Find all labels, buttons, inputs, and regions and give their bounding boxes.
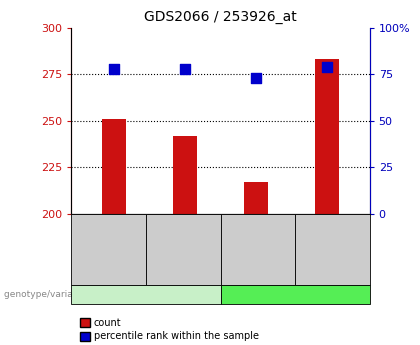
- Text: GSM37652: GSM37652: [179, 225, 188, 274]
- Text: miR319a transgenic: miR319a transgenic: [246, 289, 344, 299]
- Bar: [173, 136, 197, 214]
- Point: [253, 75, 260, 81]
- Bar: [244, 182, 268, 214]
- Text: count: count: [94, 318, 121, 327]
- Text: percentile rank within the sample: percentile rank within the sample: [94, 332, 259, 341]
- Text: GSM37654: GSM37654: [328, 225, 337, 274]
- Text: genotype/variation  ▶: genotype/variation ▶: [4, 289, 103, 299]
- Point: [181, 66, 188, 71]
- Bar: [102, 119, 126, 214]
- Text: control: control: [129, 289, 163, 299]
- Title: GDS2066 / 253926_at: GDS2066 / 253926_at: [144, 10, 297, 24]
- Point: [110, 66, 117, 71]
- Bar: [315, 59, 339, 214]
- Text: GSM37653: GSM37653: [253, 225, 262, 274]
- Text: GSM37651: GSM37651: [104, 225, 113, 274]
- Point: [324, 64, 331, 69]
